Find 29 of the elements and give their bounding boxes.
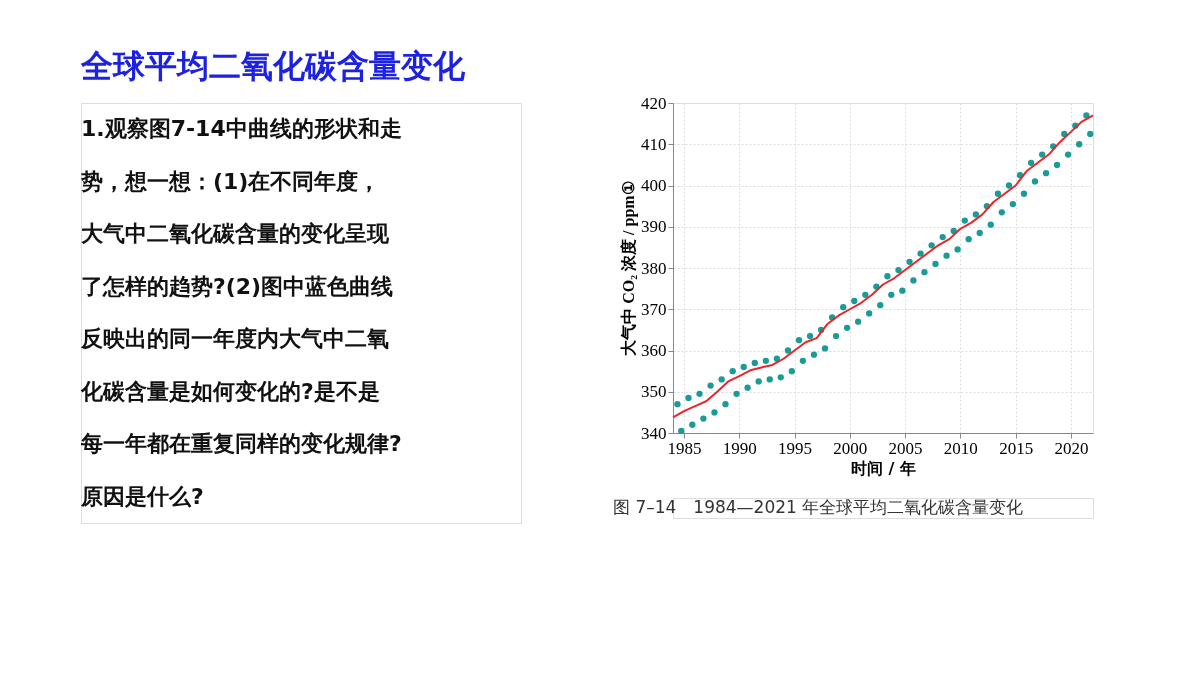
y-tick-label: 360 [641,341,667,360]
x-tick-label: 2020 [1054,438,1089,458]
x-tick-label: 1995 [778,438,813,458]
y-tick-label: 340 [641,423,667,443]
text: 原因是什么? [80,483,204,509]
text: 化碳含量是如何变化的?是不是 [80,378,380,404]
y-tick-label: 380 [641,258,667,278]
x-tick-label: 1985 [667,438,702,458]
text: 每一年都在重复同样的变化规律? [80,431,402,457]
x-tick-label: 2005 [888,438,923,458]
y-tick-label: 410 [641,134,667,154]
x-tick-label: 2010 [943,438,978,458]
caption: 图 7–14 1984—2021 年全球平均二氧化碳含量变化 [613,497,1024,517]
x-tick-label: 1990 [722,438,757,458]
x-tick-label: 2000 [833,438,868,458]
y-tick-label: 350 [641,382,667,402]
y-tick-label: 400 [641,176,667,195]
x-axis-title: 时间 / 年 [851,458,916,478]
text: 反映出的同一年度内大气中二氧 [80,326,389,352]
y-tick-label: 420 [641,93,667,113]
y-tick-label: 390 [641,217,667,237]
text: 1.观察图7-14中曲线的形状和走 [81,116,402,142]
text: 了怎样的趋势?(2)图中蓝色曲线 [81,273,394,299]
text: 势，想一想：(1)在不同年度， [80,168,381,194]
text: 全球平均二氧化碳含量变化 [79,46,466,85]
y-tick-label: 370 [641,299,667,319]
x-tick-label: 2015 [999,438,1034,458]
y-axis-title: 大气中 CO₂ 浓度 / ppm① [619,181,638,356]
text: 大气中二氧化碳含量的变化呈现 [81,221,390,247]
